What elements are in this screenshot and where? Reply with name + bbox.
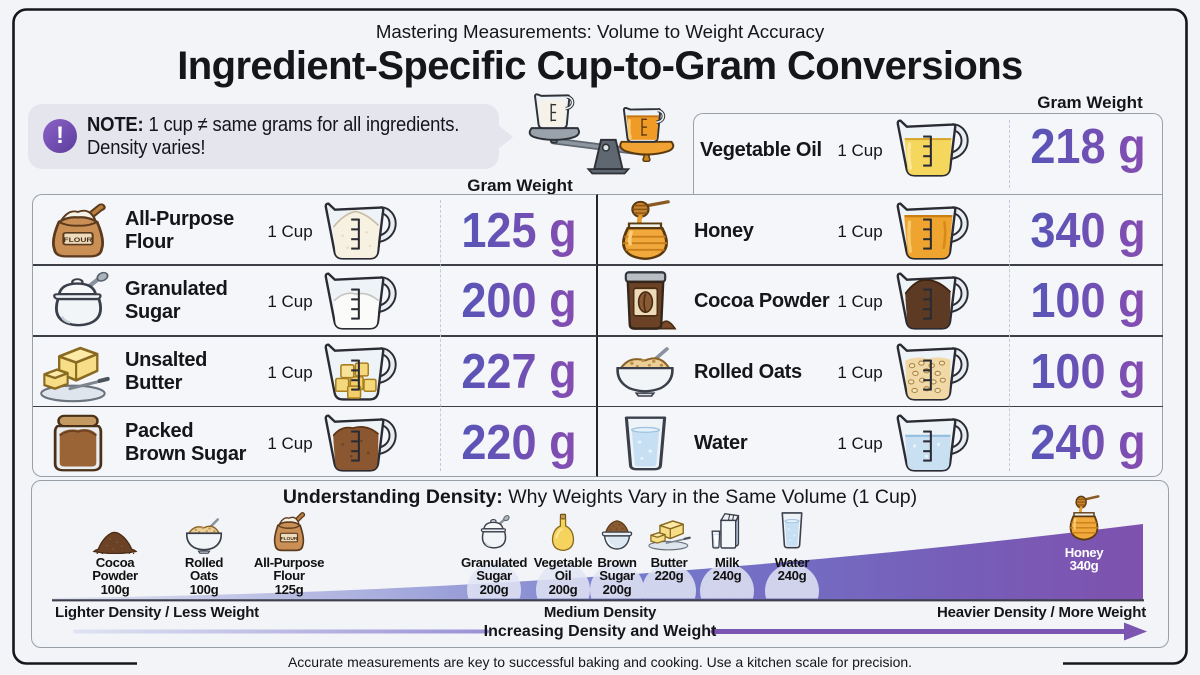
svg-text:FLOUR: FLOUR [63,236,93,244]
svg-text:FLOUR: FLOUR [281,536,298,542]
